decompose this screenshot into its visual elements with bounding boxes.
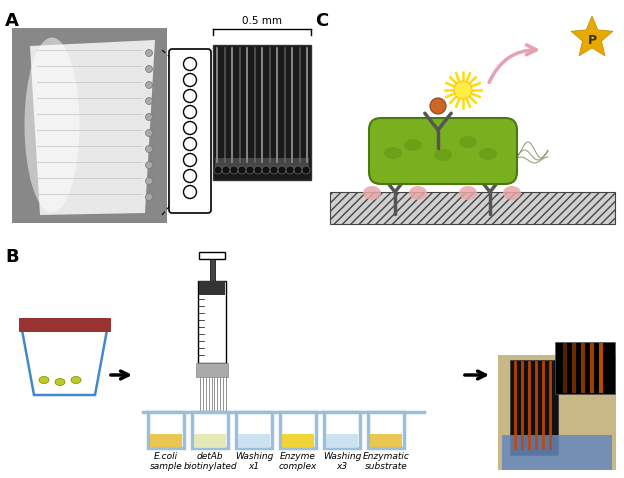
Bar: [502, 435, 612, 470]
Bar: [19, 318, 111, 332]
Circle shape: [183, 74, 197, 87]
Bar: [210, 259, 215, 281]
Ellipse shape: [39, 377, 49, 383]
Ellipse shape: [404, 139, 422, 151]
Circle shape: [430, 98, 446, 114]
Circle shape: [222, 166, 230, 174]
Ellipse shape: [384, 147, 402, 159]
Bar: [215, 158, 309, 168]
Bar: [282, 434, 314, 448]
Text: A: A: [5, 12, 19, 30]
Text: Enzyme
complex: Enzyme complex: [279, 452, 317, 471]
Circle shape: [145, 162, 152, 169]
Circle shape: [183, 138, 197, 151]
Circle shape: [262, 166, 270, 174]
Bar: [12, 28, 167, 223]
Polygon shape: [280, 412, 316, 448]
Bar: [196, 363, 228, 377]
Circle shape: [238, 166, 246, 174]
Circle shape: [294, 166, 302, 174]
Ellipse shape: [363, 186, 381, 200]
Ellipse shape: [24, 37, 79, 213]
Bar: [199, 252, 225, 259]
Polygon shape: [368, 412, 404, 448]
Circle shape: [270, 166, 278, 174]
Circle shape: [145, 82, 152, 88]
Circle shape: [302, 166, 310, 174]
Bar: [510, 360, 558, 455]
Circle shape: [214, 166, 222, 174]
Text: C: C: [315, 12, 328, 30]
Bar: [330, 192, 615, 224]
Circle shape: [183, 153, 197, 166]
Polygon shape: [30, 40, 155, 215]
Polygon shape: [571, 16, 613, 56]
Circle shape: [145, 50, 152, 56]
Text: Washing
x1: Washing x1: [235, 452, 273, 471]
Text: P: P: [587, 33, 597, 46]
Bar: [555, 342, 615, 394]
Bar: [198, 281, 226, 363]
Circle shape: [230, 166, 238, 174]
Circle shape: [183, 89, 197, 102]
Circle shape: [254, 166, 262, 174]
Circle shape: [145, 130, 152, 137]
Circle shape: [145, 194, 152, 200]
Polygon shape: [148, 412, 184, 448]
Circle shape: [145, 177, 152, 185]
Circle shape: [278, 166, 286, 174]
Ellipse shape: [479, 148, 497, 160]
Ellipse shape: [55, 379, 65, 385]
Ellipse shape: [434, 149, 452, 161]
Bar: [370, 434, 402, 448]
Polygon shape: [22, 330, 107, 395]
FancyArrowPatch shape: [489, 45, 537, 82]
Bar: [238, 434, 270, 448]
Text: Enzymatic
substrate: Enzymatic substrate: [363, 452, 409, 471]
Bar: [326, 434, 358, 448]
Text: B: B: [5, 248, 19, 266]
Bar: [498, 355, 616, 470]
Circle shape: [183, 185, 197, 198]
Text: 0.5 mm: 0.5 mm: [242, 16, 282, 26]
Bar: [194, 434, 226, 448]
Bar: [199, 281, 225, 295]
Circle shape: [183, 57, 197, 70]
Ellipse shape: [503, 186, 521, 200]
Circle shape: [145, 98, 152, 105]
Circle shape: [246, 166, 254, 174]
Ellipse shape: [459, 186, 477, 200]
Circle shape: [145, 65, 152, 73]
Bar: [213, 45, 311, 180]
Polygon shape: [192, 412, 228, 448]
Ellipse shape: [409, 186, 427, 200]
Circle shape: [183, 121, 197, 134]
Polygon shape: [236, 412, 272, 448]
Circle shape: [145, 113, 152, 120]
FancyBboxPatch shape: [369, 118, 517, 184]
Text: Washing
x3: Washing x3: [323, 452, 361, 471]
Circle shape: [454, 81, 472, 99]
Circle shape: [145, 145, 152, 152]
Ellipse shape: [459, 136, 477, 148]
Text: E.coli
sample: E.coli sample: [150, 452, 182, 471]
FancyBboxPatch shape: [169, 49, 211, 213]
Text: detAb
biotinylated: detAb biotinylated: [183, 452, 237, 471]
Bar: [150, 434, 182, 448]
Circle shape: [183, 106, 197, 119]
Polygon shape: [324, 412, 360, 448]
Circle shape: [183, 170, 197, 183]
Circle shape: [286, 166, 294, 174]
Ellipse shape: [71, 377, 81, 383]
